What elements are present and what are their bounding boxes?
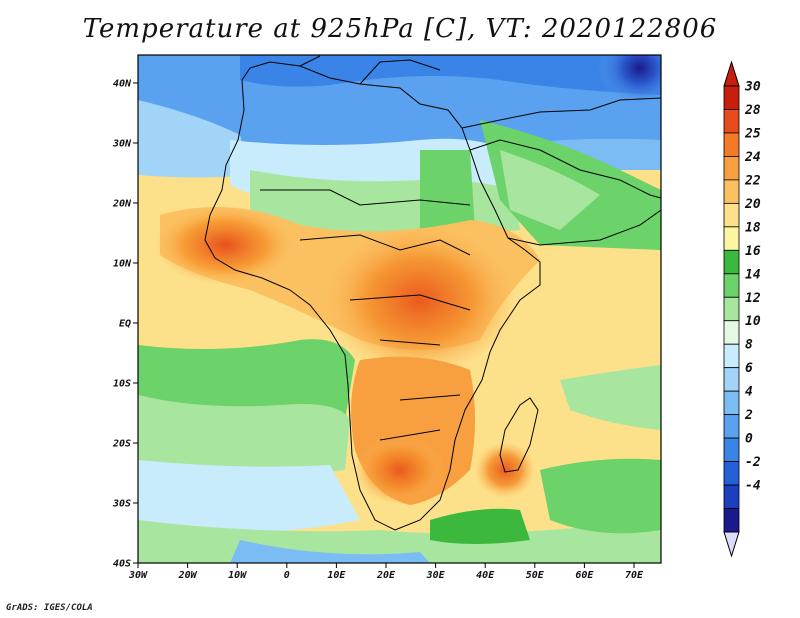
x-tick-label: 60E [575,570,594,581]
x-tick-label: 10E [327,570,346,581]
colorbar-label: 0 [745,432,753,447]
colorbar-high-arrow [723,60,740,87]
colorbar-swatch [723,226,740,251]
x-tick-label: 70E [625,570,644,581]
colorbar-swatch [723,343,740,369]
temperature-field [138,55,661,563]
y-axis: 40N 30N 20N 10N EQ 10S 20S 30S 40S [112,79,138,570]
colorbar-swatch [723,437,740,462]
y-tick-label: 30N [112,139,132,150]
colorbar-label: 18 [745,220,761,235]
colorbar-label: 20 [744,197,761,212]
x-tick-label: 0 [284,570,290,581]
colorbar-swatch [723,85,740,110]
colorbar-label: -4 [745,479,761,494]
colorbar-swatch [723,156,740,181]
y-tick-label: 40S [113,559,131,570]
colorbar-swatch [723,461,740,486]
colorbar-swatch [723,484,740,509]
x-tick-label: 30W [128,570,148,581]
colorbar-swatch [723,249,740,275]
colorbar-label: 14 [745,267,761,282]
colorbar-label: 16 [745,244,761,259]
plot-frame [137,54,662,564]
colorbar-swatch [723,109,740,134]
coastlines [204,55,661,531]
y-tick-label: 10S [113,379,131,390]
colorbar-label: 2 [744,408,753,423]
colorbar-swatch [723,179,740,204]
chart-title: Temperature at 925hPa [C], VT: 202012280… [82,14,718,44]
colorbar-swatch [723,132,740,157]
colorbar-label: 28 [744,103,761,118]
colorbar-label: 12 [745,291,761,306]
y-tick-label: 30S [112,499,131,510]
x-tick-label: 30E [426,570,446,581]
colorbar-swatch [723,367,740,392]
colorbar-swatch [723,414,740,439]
credit-label: GrADS: IGES/COLA [6,603,93,613]
y-tick-label: 40N [113,79,132,90]
colorbar-label: 8 [745,338,753,353]
y-tick-label: 20N [112,199,132,210]
x-tick-label: 20W [178,570,198,581]
colorbar-label: 24 [744,150,761,165]
colorbar-label: 25 [744,126,761,141]
colorbar-swatch [723,296,740,322]
colorbar-label: 10 [745,314,761,329]
colorbar-label: -2 [745,455,761,470]
colorbar-swatch [723,273,740,298]
x-axis: 30W 20W 10W 0 10E 20E 30E 40E 50E 60E 70E [128,563,644,581]
y-tick-label: EQ [119,319,131,330]
colorbar-swatch [723,202,740,228]
y-tick-label: 10N [113,259,132,270]
x-tick-label: 10W [228,570,247,581]
x-tick-label: 50E [526,570,545,581]
y-tick-label: 20S [112,439,131,450]
colorbar-swatch [723,508,740,533]
colorbar-label: 4 [745,385,753,400]
colorbar-label: 6 [745,361,753,376]
colorbar-label: 30 [744,80,761,95]
colorbar-label: 22 [744,173,761,188]
x-tick-label: 40E [476,570,495,581]
colorbar-swatch [723,320,740,345]
x-tick-label: 20E [376,570,396,581]
colorbar-swatch [723,390,740,416]
colorbar-low-arrow [723,531,740,558]
